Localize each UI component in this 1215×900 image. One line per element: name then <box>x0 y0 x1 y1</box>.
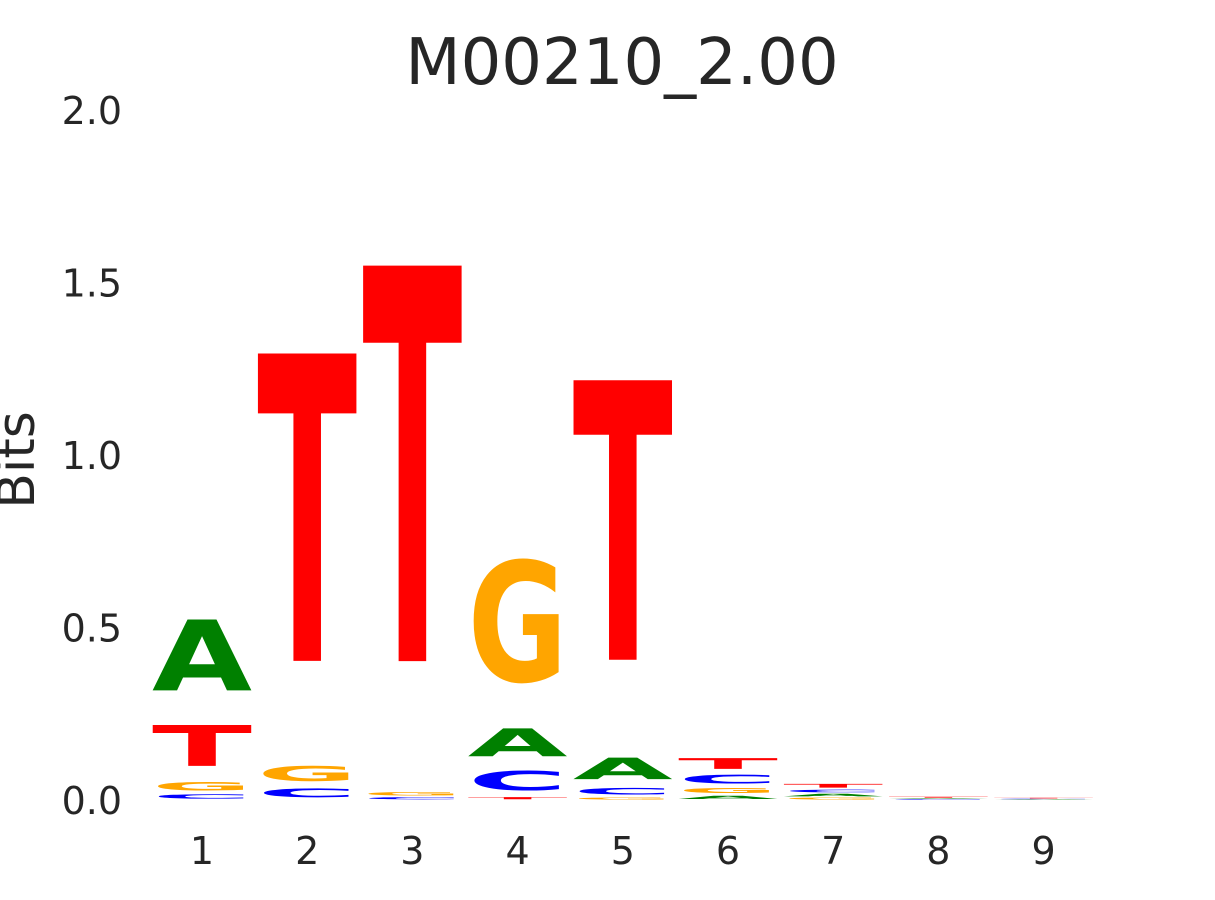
letter-T: T <box>257 271 358 761</box>
y-axis-label: Bits <box>0 411 47 509</box>
x-tick-label: 5 <box>611 829 635 873</box>
letter-A: A <box>152 600 252 713</box>
letter-T: T <box>678 755 778 772</box>
letter-G: G <box>152 780 252 794</box>
position-stack-9: ACT <box>994 798 1094 800</box>
letter-C: C <box>783 789 883 793</box>
x-tick-label: 6 <box>716 829 740 873</box>
y-tick-label: 1.5 <box>62 262 122 306</box>
x-tick-label: 4 <box>506 829 530 873</box>
x-tick-label: 2 <box>295 829 319 873</box>
letter-A: A <box>573 752 674 786</box>
letter-C: C <box>888 799 988 800</box>
letter-G: G <box>362 791 462 796</box>
letter-T: T <box>152 714 252 779</box>
x-tick-label: 1 <box>190 829 214 873</box>
letter-A: A <box>468 721 568 765</box>
x-tick-label: 3 <box>400 829 424 873</box>
x-tick-label: 9 <box>1032 829 1056 873</box>
letter-T: T <box>573 306 674 751</box>
position-stack-8: CAT <box>888 797 988 800</box>
letter-C: C <box>257 786 357 800</box>
x-tick-label: 8 <box>926 829 950 873</box>
letter-G: G <box>573 797 673 800</box>
letter-A: A <box>783 793 883 797</box>
position-stack-3: CGT <box>362 157 463 800</box>
position-stack-2: CGT <box>257 271 358 800</box>
letter-T: T <box>888 797 988 798</box>
letter-C: C <box>994 799 1094 800</box>
y-tick-label: 0.0 <box>62 779 122 823</box>
letter-A: A <box>994 799 1094 800</box>
letter-G: G <box>468 529 568 721</box>
x-tick-label: 7 <box>821 829 845 873</box>
letter-T: T <box>362 157 463 789</box>
letter-A: A <box>678 795 778 800</box>
letter-C: C <box>362 797 462 800</box>
chart-title: M00210_2.00 <box>405 26 838 100</box>
letter-C: C <box>678 772 778 786</box>
letter-C: C <box>573 786 673 796</box>
letter-T: T <box>783 783 883 789</box>
y-tick-label: 2.0 <box>62 89 122 133</box>
letter-G: G <box>678 786 778 795</box>
letter-T: T <box>994 798 1094 799</box>
letter-T: T <box>468 797 568 800</box>
letter-G: G <box>783 797 883 800</box>
y-tick-label: 1.0 <box>62 434 122 478</box>
letter-C: C <box>468 766 568 797</box>
letter-A: A <box>888 798 988 799</box>
x-axis: 1 2 3 4 5 6 7 8 9 <box>190 829 1056 873</box>
y-tick-label: 0.5 <box>62 607 122 651</box>
y-axis: 0.0 0.5 1.0 1.5 2.0 <box>62 89 122 823</box>
letter-G: G <box>257 762 357 786</box>
letter-C: C <box>152 793 252 800</box>
